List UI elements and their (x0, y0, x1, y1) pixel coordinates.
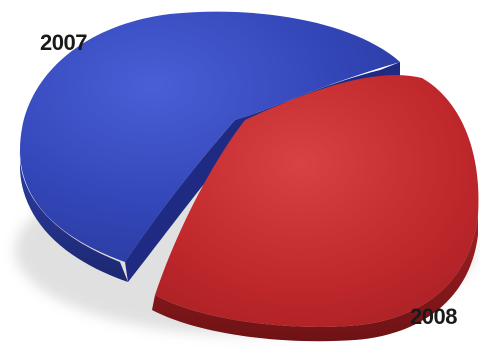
slice-label-2007: 2007 (40, 30, 87, 55)
slice-2008 (155, 75, 479, 327)
slice-2007-side (19, 150, 128, 282)
slice-label-2008: 2008 (410, 304, 457, 329)
slice-2007 (20, 11, 400, 262)
